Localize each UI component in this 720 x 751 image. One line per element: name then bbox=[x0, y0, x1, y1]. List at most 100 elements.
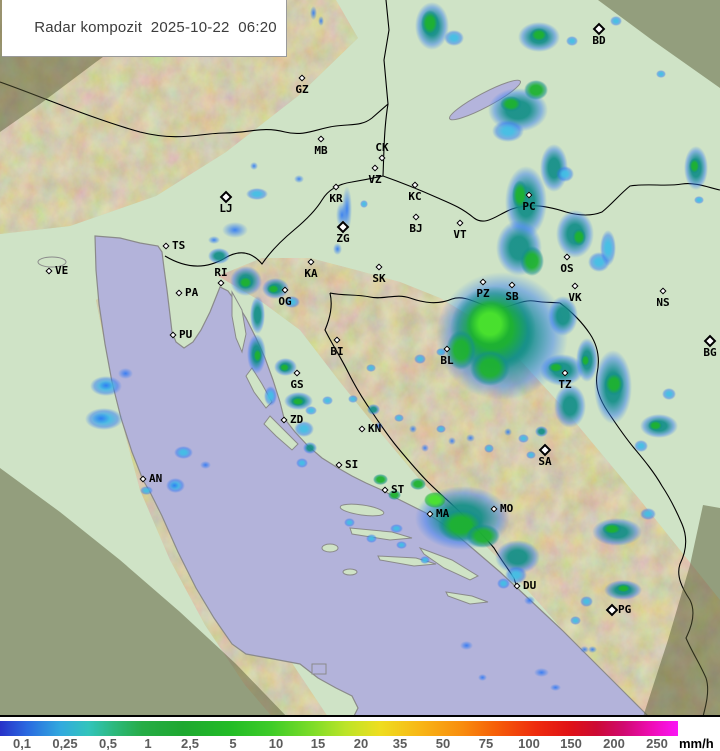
city-marker-DU bbox=[513, 582, 521, 590]
city-marker-BJ bbox=[412, 213, 420, 221]
city-label-VZ: VZ bbox=[368, 173, 382, 186]
city-label-TZ: TZ bbox=[558, 378, 572, 391]
radar-cell bbox=[580, 596, 593, 607]
radar-cell bbox=[310, 6, 317, 20]
city-label-PU: PU bbox=[179, 328, 193, 341]
city-marker-MB bbox=[317, 135, 325, 143]
city-marker-KR bbox=[332, 183, 340, 191]
city-marker-VE bbox=[45, 267, 53, 275]
city-marker-KC bbox=[411, 181, 419, 189]
radar-echo-layer bbox=[85, 2, 708, 691]
city-label-SB: SB bbox=[505, 290, 519, 303]
legend-tick-10: 10 bbox=[268, 736, 284, 751]
radar-cell bbox=[170, 482, 179, 489]
city-label-MO: MO bbox=[500, 502, 514, 515]
venice-lagoon bbox=[37, 256, 67, 268]
city-label-LJ: LJ bbox=[219, 202, 233, 215]
radar-cell bbox=[550, 684, 561, 691]
legend-tick-0,5: 0,5 bbox=[98, 736, 118, 751]
city-label-GZ: GZ bbox=[295, 83, 309, 96]
radar-cell bbox=[222, 222, 248, 238]
radar-cell bbox=[360, 200, 368, 208]
radar-cell bbox=[294, 421, 314, 437]
city-marker-TZ bbox=[561, 369, 569, 377]
radar-cell bbox=[318, 16, 324, 26]
radar-cell bbox=[460, 641, 473, 650]
radar-cell bbox=[424, 492, 446, 508]
radar-cell bbox=[470, 350, 510, 386]
city-label-BJ: BJ bbox=[409, 222, 423, 235]
radar-coverage-shadow bbox=[0, 0, 720, 715]
city-marker-ZD bbox=[280, 416, 288, 424]
radar-cell bbox=[616, 584, 631, 593]
city-marker-CK bbox=[378, 154, 386, 162]
radar-cell bbox=[566, 36, 578, 46]
legend-unit: mm/h bbox=[679, 736, 714, 751]
radar-cell bbox=[610, 16, 622, 26]
radar-cell bbox=[524, 80, 548, 100]
radar-cell bbox=[548, 362, 564, 373]
radar-cell bbox=[414, 354, 426, 364]
city-label-RI: RI bbox=[214, 266, 228, 279]
city-marker-OG bbox=[281, 286, 289, 294]
radar-cell bbox=[648, 420, 663, 431]
radar-cell bbox=[344, 518, 355, 527]
radar-cell bbox=[689, 158, 700, 174]
radar-cell bbox=[374, 422, 383, 430]
radar-cell bbox=[526, 451, 536, 459]
legend-tick-200: 200 bbox=[603, 736, 625, 751]
legend-tick-1: 1 bbox=[144, 736, 152, 751]
radar-cell bbox=[446, 330, 476, 370]
city-label-DU: DU bbox=[523, 579, 537, 592]
radar-cell bbox=[548, 296, 578, 336]
city-marker-GS bbox=[293, 369, 301, 377]
radar-cell bbox=[366, 364, 376, 372]
city-marker-MA bbox=[426, 510, 434, 518]
city-marker-VK bbox=[571, 282, 579, 290]
legend-tick-150: 150 bbox=[560, 736, 582, 751]
radar-cell bbox=[530, 28, 548, 42]
legend-tick-75: 75 bbox=[478, 736, 494, 751]
radar-cell bbox=[556, 166, 574, 182]
radar-cell bbox=[296, 458, 308, 468]
radar-cell bbox=[366, 534, 377, 543]
city-label-PG: PG bbox=[618, 603, 632, 616]
radar-cell bbox=[581, 354, 590, 367]
city-label-SA: SA bbox=[538, 455, 552, 468]
city-label-TS: TS bbox=[172, 239, 186, 252]
radar-cell bbox=[333, 243, 342, 255]
city-label-BD: BD bbox=[592, 34, 606, 47]
radar-cell bbox=[246, 188, 268, 200]
city-label-OG: OG bbox=[278, 295, 292, 308]
radar-cell bbox=[640, 508, 656, 520]
city-label-KN: KN bbox=[368, 422, 382, 435]
radar-cell bbox=[396, 541, 407, 549]
radar-cell bbox=[662, 388, 676, 400]
radar-cell bbox=[140, 486, 153, 495]
radar-cell bbox=[524, 596, 535, 605]
city-marker-PG bbox=[605, 603, 619, 617]
legend-color-scale bbox=[0, 721, 678, 736]
legend-tick-35: 35 bbox=[392, 736, 408, 751]
radar-cell bbox=[174, 446, 193, 459]
radar-cell bbox=[554, 384, 586, 428]
city-label-PA: PA bbox=[185, 286, 199, 299]
radar-cell bbox=[208, 236, 220, 244]
legend-tick-250: 250 bbox=[646, 736, 668, 751]
city-marker-VZ bbox=[371, 164, 379, 172]
radar-cell bbox=[534, 668, 549, 677]
radar-cell bbox=[444, 30, 464, 46]
city-marker-BL bbox=[443, 345, 451, 353]
city-label-KR: KR bbox=[329, 192, 343, 205]
radar-cell bbox=[250, 296, 265, 334]
city-marker-MO bbox=[490, 505, 498, 513]
city-label-OS: OS bbox=[560, 262, 574, 275]
city-label-ST: ST bbox=[391, 483, 405, 496]
radar-cell bbox=[390, 524, 403, 533]
radar-cell bbox=[394, 414, 404, 422]
radar-cell bbox=[436, 425, 446, 433]
legend-tick-0,1: 0,1 bbox=[12, 736, 32, 751]
radar-cell bbox=[500, 96, 522, 112]
radar-cell bbox=[264, 386, 277, 406]
city-marker-GZ bbox=[298, 74, 306, 82]
